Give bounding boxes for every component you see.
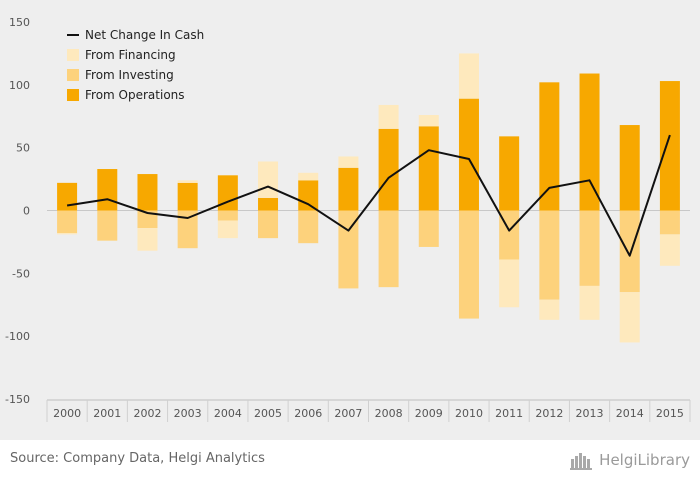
helgi-library-logo[interactable]: HelgiLibrary — [569, 449, 690, 471]
x-tick-label: 2009 — [415, 407, 443, 420]
bar-from-financing — [217, 220, 238, 239]
x-tick-label: 2008 — [375, 407, 403, 420]
bar-from-investing — [338, 210, 359, 289]
x-tick-label: 2003 — [174, 407, 202, 420]
legend-swatch — [67, 69, 79, 81]
bar-from-investing — [539, 210, 560, 300]
bar-from-financing — [539, 299, 560, 320]
bar-from-operations — [378, 128, 399, 211]
bar-from-investing — [659, 210, 680, 235]
bar-from-investing — [579, 210, 600, 286]
bar-from-financing — [619, 292, 640, 343]
legend-label: From Investing — [85, 68, 174, 82]
bar-from-investing — [298, 210, 319, 244]
bar-from-financing — [177, 180, 198, 183]
y-tick-label: 150 — [9, 16, 30, 29]
x-tick-label: 2004 — [214, 407, 242, 420]
bar-from-operations — [97, 169, 118, 211]
bar-from-financing — [57, 233, 78, 235]
bar-from-financing — [378, 104, 399, 129]
x-tick-label: 2005 — [254, 407, 282, 420]
chart-area: 150 100 50 0 -50 -100 -150 2000 2001 2002 2003 2004… — [0, 0, 700, 440]
x-tick-label: 2002 — [133, 407, 161, 420]
bar-from-operations — [298, 180, 319, 211]
y-tick-label: -50 — [12, 267, 30, 280]
bar-from-operations — [499, 136, 520, 211]
x-tick-label: 2012 — [535, 407, 563, 420]
bar-from-investing — [97, 210, 118, 241]
bar-from-investing — [57, 210, 78, 234]
x-tick-label: 2015 — [656, 407, 684, 420]
y-tick-label: 100 — [9, 79, 30, 92]
bar-from-operations — [619, 125, 640, 211]
chart-svg: 150 100 50 0 -50 -100 -150 2000 2001 2002 2003 2004… — [5, 16, 691, 422]
bar-from-financing — [499, 259, 520, 308]
bar-from-investing — [177, 210, 198, 249]
bar-from-operations — [217, 175, 238, 211]
y-tick-label: 0 — [23, 205, 30, 218]
x-tick-label: 2011 — [495, 407, 523, 420]
bar-from-operations — [458, 98, 479, 211]
footer: Source: Company Data, Helgi Analytics He… — [0, 440, 700, 483]
bar-from-financing — [458, 53, 479, 99]
x-tick-label: 2006 — [294, 407, 322, 420]
bar-from-operations — [418, 126, 439, 211]
bar-from-investing — [258, 210, 279, 239]
x-tick-label: 2000 — [53, 407, 81, 420]
x-tick-label: 2007 — [334, 407, 362, 420]
bar-from-investing — [418, 210, 439, 247]
x-tick-label: 2014 — [616, 407, 644, 420]
legend-swatch — [67, 89, 79, 101]
bar-from-investing — [619, 210, 640, 293]
bar-from-financing — [298, 172, 319, 181]
bar-from-financing — [659, 234, 680, 266]
bar-from-operations — [539, 82, 560, 211]
legend-label: From Operations — [85, 88, 185, 102]
bar-from-financing — [338, 156, 359, 168]
bar-from-operations — [177, 182, 198, 211]
bar-from-operations — [57, 182, 78, 211]
x-tick-label: 2010 — [455, 407, 483, 420]
y-tick-label: -150 — [5, 393, 30, 406]
bar-from-financing — [137, 228, 158, 251]
x-tick-label: 2001 — [93, 407, 121, 420]
y-tick-label: -100 — [5, 330, 30, 343]
bar-from-operations — [258, 197, 279, 211]
bar-from-investing — [458, 210, 479, 319]
legend-label: Net Change In Cash — [85, 28, 204, 42]
logo-text: HelgiLibrary — [599, 451, 690, 469]
bar-from-financing — [579, 285, 600, 320]
y-tick-label: 50 — [16, 142, 30, 155]
line-net-change-in-cash — [66, 134, 671, 257]
bar-from-investing — [217, 210, 238, 221]
bar-from-financing — [418, 114, 439, 127]
legend-swatch — [67, 49, 79, 61]
bar-from-operations — [338, 167, 359, 211]
bar-from-operations — [137, 174, 158, 211]
source-note: Source: Company Data, Helgi Analytics — [10, 451, 265, 466]
bar-from-investing — [137, 210, 158, 229]
x-tick-label: 2013 — [576, 407, 604, 420]
bar-from-operations — [659, 81, 680, 211]
bar-from-financing — [258, 161, 279, 198]
bar-from-investing — [378, 210, 399, 288]
legend-label: From Financing — [85, 48, 176, 62]
bar-from-operations — [579, 73, 600, 211]
helgi-library-icon — [570, 453, 593, 470]
